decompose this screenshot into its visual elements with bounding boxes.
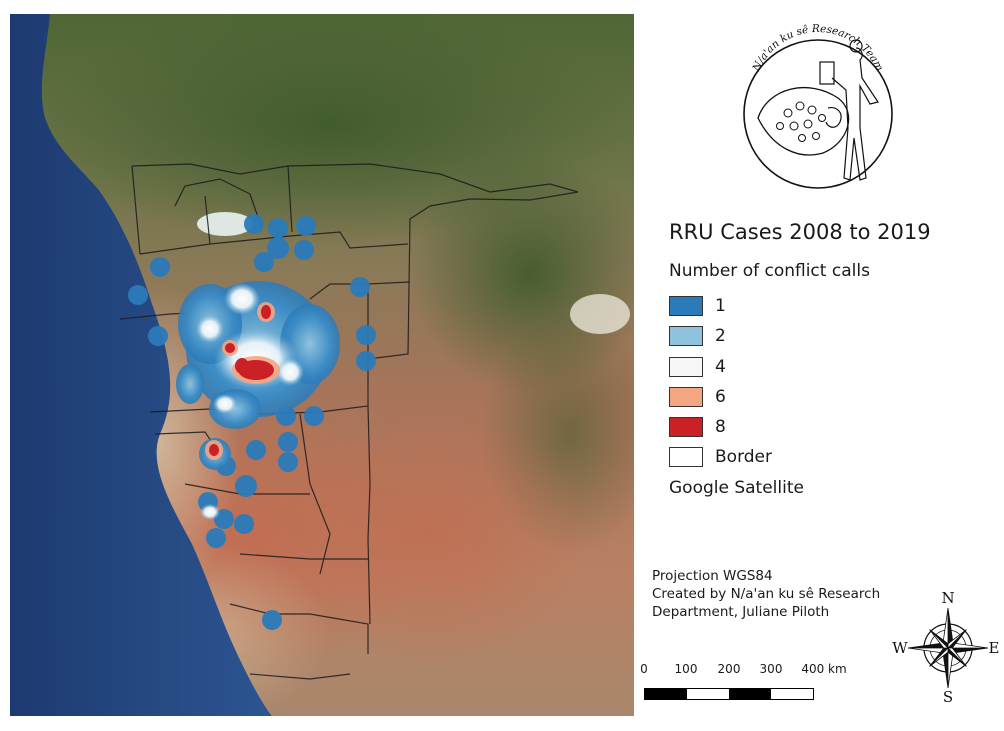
legend-swatch <box>669 326 703 346</box>
compass-rose-icon: N E S W <box>890 588 1002 706</box>
compass-w: W <box>892 639 908 657</box>
scale-label: 0 <box>640 662 648 676</box>
border-swatch <box>669 447 703 467</box>
legend-label: Border <box>715 447 772 467</box>
legend-title: RRU Cases 2008 to 2019 <box>669 220 931 244</box>
legend-label: 1 <box>715 296 726 316</box>
scale-label: 300 <box>759 662 783 676</box>
legend-item: 8 <box>669 416 726 438</box>
scale-label: 100 <box>674 662 698 676</box>
creator-text: Created by N/a'an ku sê Research <box>652 586 881 602</box>
compass-e: E <box>989 639 1000 657</box>
satellite-map[interactable] <box>10 14 634 716</box>
legend-label: 8 <box>715 417 726 437</box>
legend-item-border: Border <box>669 446 772 468</box>
research-team-logo: N/a'an ku sê Research Team <box>728 18 908 208</box>
legend-item: 4 <box>669 356 726 378</box>
legend-swatch <box>669 417 703 437</box>
map-canvas <box>10 14 634 716</box>
legend-label: 4 <box>715 357 726 377</box>
legend-item: 1 <box>669 295 726 317</box>
base-layer-label: Google Satellite <box>669 478 804 498</box>
conflict-heatmap <box>128 214 376 630</box>
legend-item: 2 <box>669 325 726 347</box>
projection-text: Projection WGS84 <box>652 568 773 584</box>
scale-label: 200 <box>717 662 741 676</box>
creator-text-cont: Department, Juliane Piloth <box>652 604 830 620</box>
compass-graphic: N E S W <box>892 589 1000 706</box>
compass-s: S <box>943 688 953 706</box>
map-credits: Projection WGS84 Created by N/a'an ku sê… <box>652 567 880 621</box>
scale-label: 400 km <box>801 662 847 676</box>
legend-swatch <box>669 296 703 316</box>
svg-text:N/a'an ku sê Research Team: N/a'an ku sê Research Team <box>750 23 886 74</box>
legend-swatch <box>669 387 703 407</box>
compass-n: N <box>941 589 954 607</box>
scale-bar: 0 100 200 300 400 km <box>636 662 866 708</box>
legend-label: 2 <box>715 326 726 346</box>
logo-graphic: N/a'an ku sê Research Team <box>743 23 893 189</box>
legend-item: 6 <box>669 386 726 408</box>
legend-subtitle: Number of conflict calls <box>669 261 870 281</box>
ocean <box>10 14 272 716</box>
scale-bar-segments <box>644 688 814 700</box>
legend-swatch <box>669 357 703 377</box>
legend-label: 6 <box>715 387 726 407</box>
